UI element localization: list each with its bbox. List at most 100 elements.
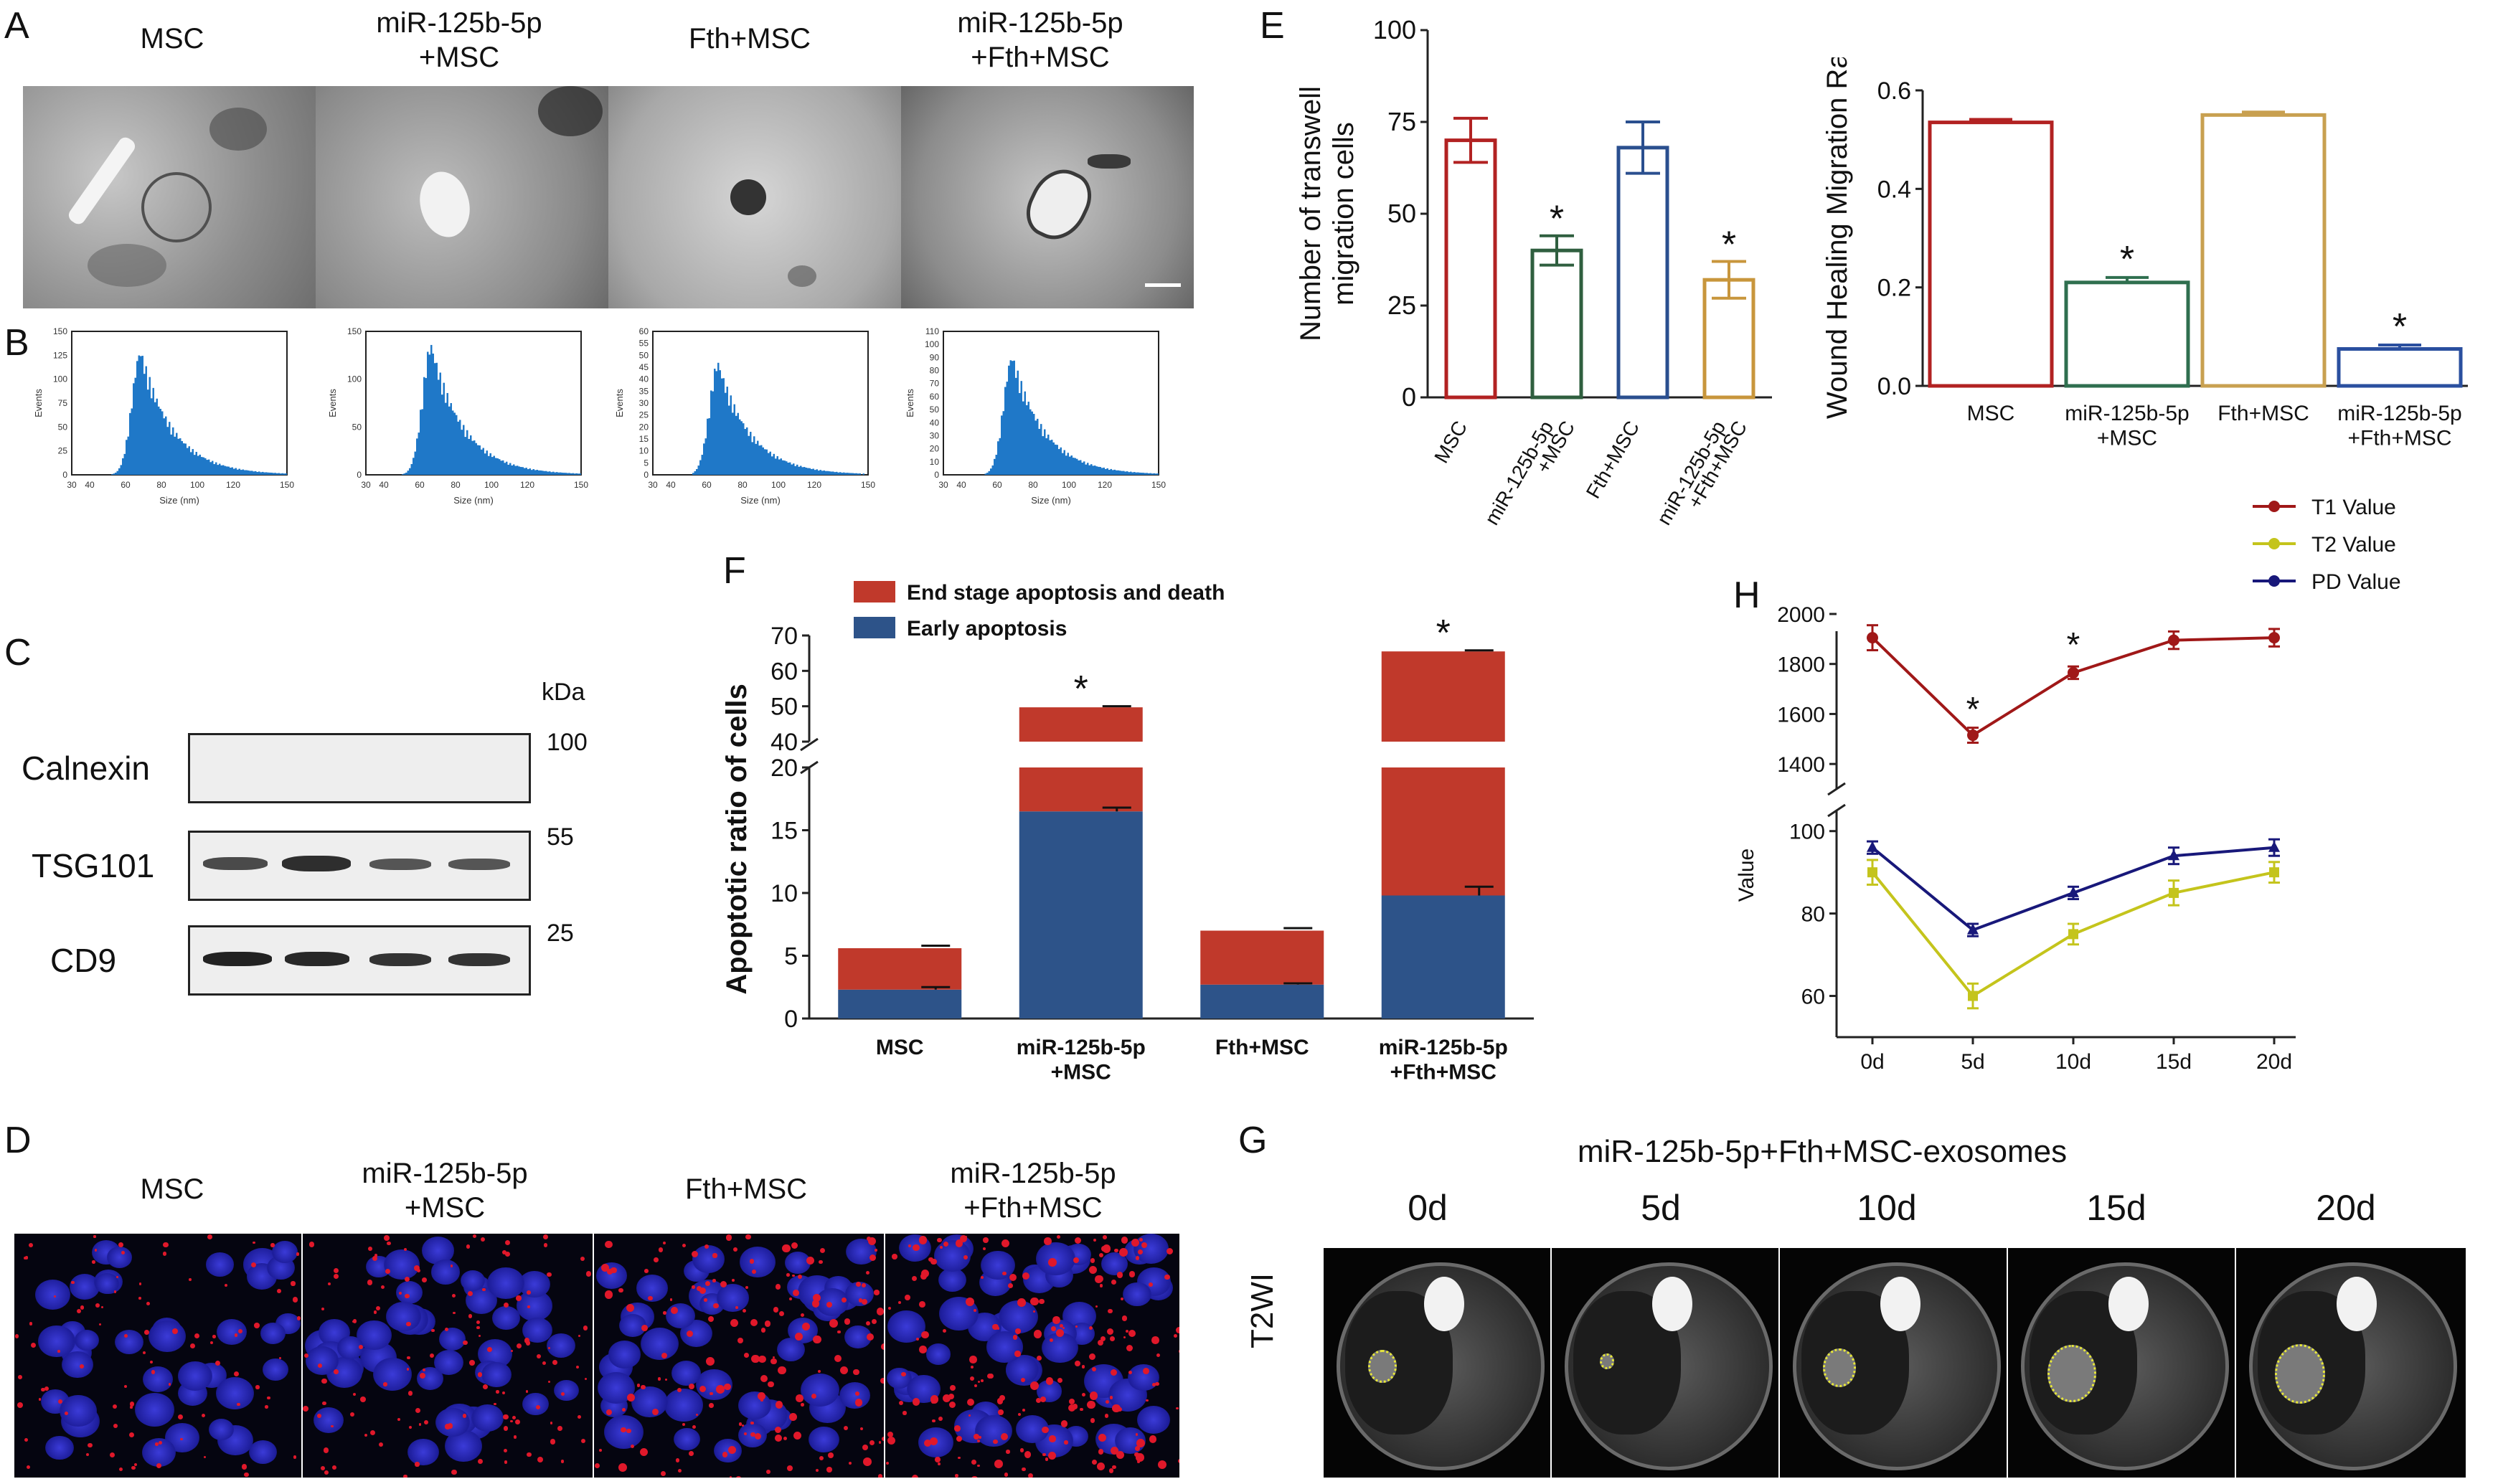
histogram-ytick: 20 bbox=[639, 422, 649, 432]
exosome-signal bbox=[954, 1424, 961, 1432]
fluorescence-image-msc bbox=[14, 1234, 301, 1478]
histogram-mir: 150 100 50 030 40 60 80 100 120 150 Size (nm) Event… bbox=[327, 326, 588, 506]
exosome-signal bbox=[826, 1301, 833, 1308]
exosome-signal bbox=[1164, 1275, 1170, 1280]
histogram-bar bbox=[1092, 465, 1094, 475]
histogram-ytick: 60 bbox=[930, 392, 940, 402]
histogram-bar bbox=[461, 430, 463, 475]
exosome-signal bbox=[983, 1237, 989, 1243]
histogram-bar bbox=[123, 453, 126, 475]
x-category-label: miR-125b-5p bbox=[1017, 1036, 1146, 1059]
exosome-signal bbox=[1017, 1298, 1027, 1307]
exosome-signal bbox=[817, 1370, 821, 1374]
exosome-signal bbox=[892, 1254, 897, 1259]
exosome-signal bbox=[1152, 1337, 1158, 1343]
histogram-bar bbox=[1126, 471, 1128, 475]
exosome-signal bbox=[979, 1436, 981, 1439]
histogram-ytick: 80 bbox=[930, 366, 940, 376]
exosome-signal bbox=[375, 1305, 380, 1310]
exosome-signal bbox=[1156, 1353, 1161, 1358]
exosome-signal bbox=[913, 1244, 920, 1252]
exosome-signal bbox=[844, 1426, 849, 1430]
histogram-bar bbox=[769, 451, 771, 475]
histogram-bar bbox=[1019, 392, 1021, 475]
exosome-signal bbox=[662, 1311, 666, 1315]
exosome-signal bbox=[264, 1405, 268, 1409]
y-tick-label: 75 bbox=[1387, 107, 1416, 136]
cell-nucleus bbox=[671, 1361, 702, 1386]
cell-nucleus bbox=[887, 1310, 926, 1343]
histogram-bar bbox=[231, 467, 233, 475]
exosome-signal bbox=[1037, 1356, 1042, 1361]
exosome-signal bbox=[786, 1465, 793, 1471]
histogram-xtick: 60 bbox=[415, 480, 425, 490]
histogram-bar bbox=[1051, 440, 1053, 475]
exosome-signal bbox=[1137, 1460, 1141, 1464]
exosome-signal bbox=[503, 1414, 509, 1420]
exosome-signal bbox=[510, 1349, 514, 1353]
exosome-signal bbox=[303, 1353, 309, 1358]
exosome-signal bbox=[750, 1319, 758, 1327]
exosome-signal bbox=[92, 1260, 95, 1264]
exosome-signal bbox=[364, 1433, 368, 1437]
histogram-bar bbox=[276, 473, 278, 475]
exosome-signal bbox=[163, 1242, 169, 1248]
exosome-signal bbox=[950, 1384, 956, 1391]
exosome-signal bbox=[1030, 1297, 1040, 1306]
exosome-signal bbox=[1000, 1432, 1009, 1441]
exosome-signal bbox=[88, 1442, 93, 1448]
histogram-bar bbox=[249, 471, 251, 475]
data-point bbox=[1867, 632, 1878, 644]
exosome-signal bbox=[370, 1430, 376, 1436]
histogram-bar bbox=[463, 425, 465, 475]
exosome-signal bbox=[1087, 1400, 1096, 1409]
legend-swatch bbox=[854, 617, 895, 638]
panel-label-h: H bbox=[1733, 575, 1761, 616]
exosome-signal bbox=[237, 1328, 242, 1333]
mri-bright-organ bbox=[2337, 1277, 2377, 1331]
histogram-bar bbox=[786, 461, 788, 475]
histogram-bar bbox=[183, 443, 185, 475]
exosome-signal bbox=[788, 1413, 797, 1422]
histogram-bar bbox=[245, 470, 248, 475]
exosome-signal bbox=[1098, 1252, 1104, 1258]
exosome-signal bbox=[535, 1404, 541, 1410]
x-category-label: MSC bbox=[1967, 402, 2015, 425]
y-tick-label: 50 bbox=[1387, 199, 1416, 228]
exosome-signal bbox=[452, 1311, 456, 1315]
y-tick-label: 60 bbox=[1801, 986, 1825, 1009]
exosome-signal bbox=[730, 1319, 738, 1328]
histogram-bar bbox=[547, 471, 549, 475]
exosome-signal bbox=[469, 1360, 475, 1366]
cell-nucleus bbox=[208, 1418, 235, 1440]
histogram-bar bbox=[1042, 436, 1044, 475]
significance-star: * bbox=[1074, 668, 1088, 710]
histogram-bar bbox=[557, 472, 560, 475]
exosome-signal bbox=[584, 1377, 587, 1380]
exosome-signal bbox=[71, 1280, 75, 1285]
histogram-bar bbox=[552, 471, 555, 475]
bar-end-stage-apoptosis bbox=[1019, 767, 1143, 812]
exosome-signal bbox=[292, 1297, 298, 1303]
bar bbox=[1616, 146, 1669, 400]
histogram-bar bbox=[405, 472, 407, 475]
legend-label: Early apoptosis bbox=[907, 617, 1067, 641]
histogram-bar bbox=[438, 379, 440, 475]
exosome-signal bbox=[839, 1366, 848, 1375]
exosome-signal bbox=[79, 1364, 84, 1369]
exosome-signal bbox=[626, 1303, 635, 1312]
histogram-bar bbox=[473, 440, 476, 475]
exosome-signal bbox=[27, 1465, 31, 1470]
histogram-bar bbox=[1058, 449, 1060, 475]
histogram-bar bbox=[251, 471, 253, 475]
exosome-signal bbox=[1081, 1365, 1085, 1369]
cell-nucleus bbox=[45, 1435, 74, 1460]
histogram-bar bbox=[532, 469, 534, 475]
exosome-signal bbox=[605, 1409, 612, 1415]
exosome-signal bbox=[352, 1320, 355, 1323]
exosome-signal bbox=[1014, 1351, 1021, 1357]
cell-nucleus bbox=[94, 1273, 120, 1295]
y-axis-label: Value bbox=[1735, 849, 1758, 902]
exosome-signal bbox=[757, 1391, 765, 1400]
exosome-signal bbox=[552, 1360, 557, 1366]
